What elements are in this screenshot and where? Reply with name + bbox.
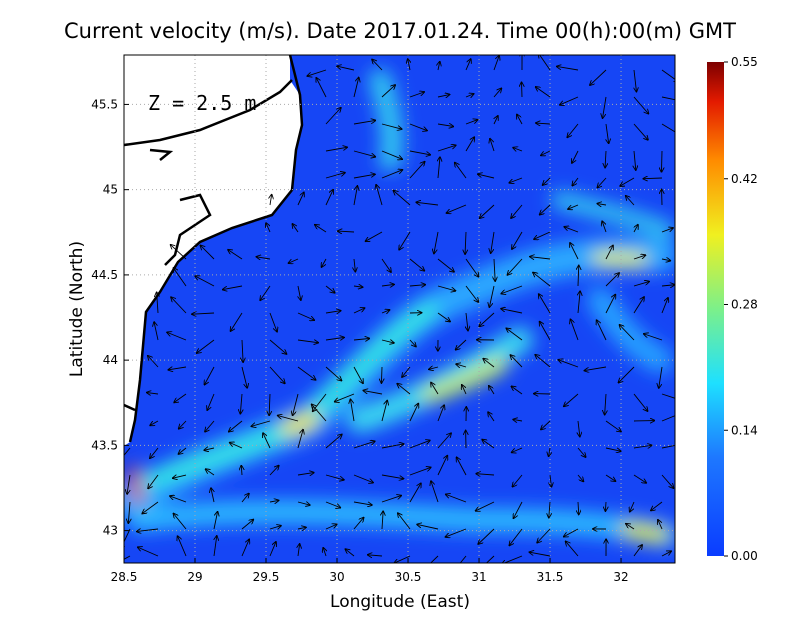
field <box>111 52 683 572</box>
x-tick-label: 30.5 <box>395 570 422 584</box>
y-tick-label: 45 <box>103 183 118 197</box>
arrow <box>605 502 606 511</box>
x-tick-label: 31.5 <box>537 570 564 584</box>
x-tick-label: 29 <box>187 570 202 584</box>
arrow <box>381 367 382 383</box>
colorbar-tick-label: 0.28 <box>731 298 758 312</box>
x-axis-label: Longitude (East) <box>330 592 470 612</box>
colorbar <box>707 62 724 556</box>
y-tick-label: 45.5 <box>91 97 118 111</box>
colorbar-tick-label: 0.55 <box>731 55 758 69</box>
colorbar-tick-label: 0.42 <box>731 172 758 186</box>
x-tick-label: 32 <box>613 570 628 584</box>
depth-annotation: Z = 2.5 m <box>148 91 256 115</box>
y-tick-label: 43.5 <box>91 438 118 452</box>
x-tick-label: 29.5 <box>253 570 280 584</box>
arrow <box>661 151 662 172</box>
y-tick-label: 44 <box>103 353 118 367</box>
title: Current velocity (m/s). Date 2017.01.24.… <box>64 19 736 43</box>
colorbar-tick-label: 0.14 <box>731 423 758 437</box>
x-tick-label: 31 <box>471 570 486 584</box>
y-tick-label: 44.5 <box>91 268 118 282</box>
colorbar-tick-label: 0.00 <box>731 549 758 563</box>
x-tick-label: 28.5 <box>111 570 138 584</box>
x-tick-label: 30 <box>329 570 344 584</box>
y-axis-label: Latitude (North) <box>67 241 87 377</box>
y-tick-label: 43 <box>103 524 118 538</box>
